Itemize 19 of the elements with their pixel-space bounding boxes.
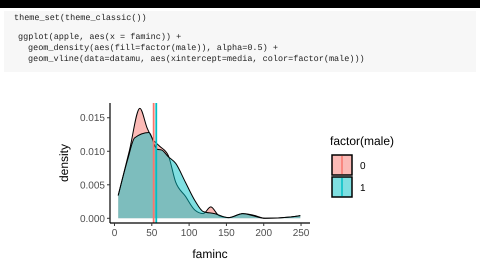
- x-tick-label: 100: [180, 228, 198, 239]
- y-tick-label: 0.015: [80, 113, 106, 124]
- text: ggplot(apple, aes(x = faminc)) +: [18, 32, 182, 42]
- text: geom_vline(data=datamu, aes(xintercept=media, color=factor(male))): [28, 54, 365, 64]
- y-tick-label: 0.000: [80, 214, 106, 225]
- y-tick-label: 0.005: [80, 180, 106, 192]
- x-tick-label: 150: [218, 228, 236, 239]
- text: theme_set(theme_classic()): [14, 13, 147, 23]
- x-axis-title: faminc: [192, 247, 228, 261]
- x-tick-label: 250: [292, 228, 310, 239]
- x-tick-label: 200: [255, 228, 273, 239]
- legend-title: factor(male): [330, 134, 394, 148]
- legend-label: 1: [360, 183, 366, 194]
- x-tick-label: 50: [146, 228, 158, 239]
- y-axis-title: density: [57, 144, 71, 182]
- y-tick-label: 0.010: [80, 146, 106, 158]
- x-tick-label: 0: [112, 228, 118, 239]
- text: geom_density(aes(fill=factor(male)), alpha=0.5) +: [28, 43, 278, 53]
- legend-label: 0: [360, 161, 366, 172]
